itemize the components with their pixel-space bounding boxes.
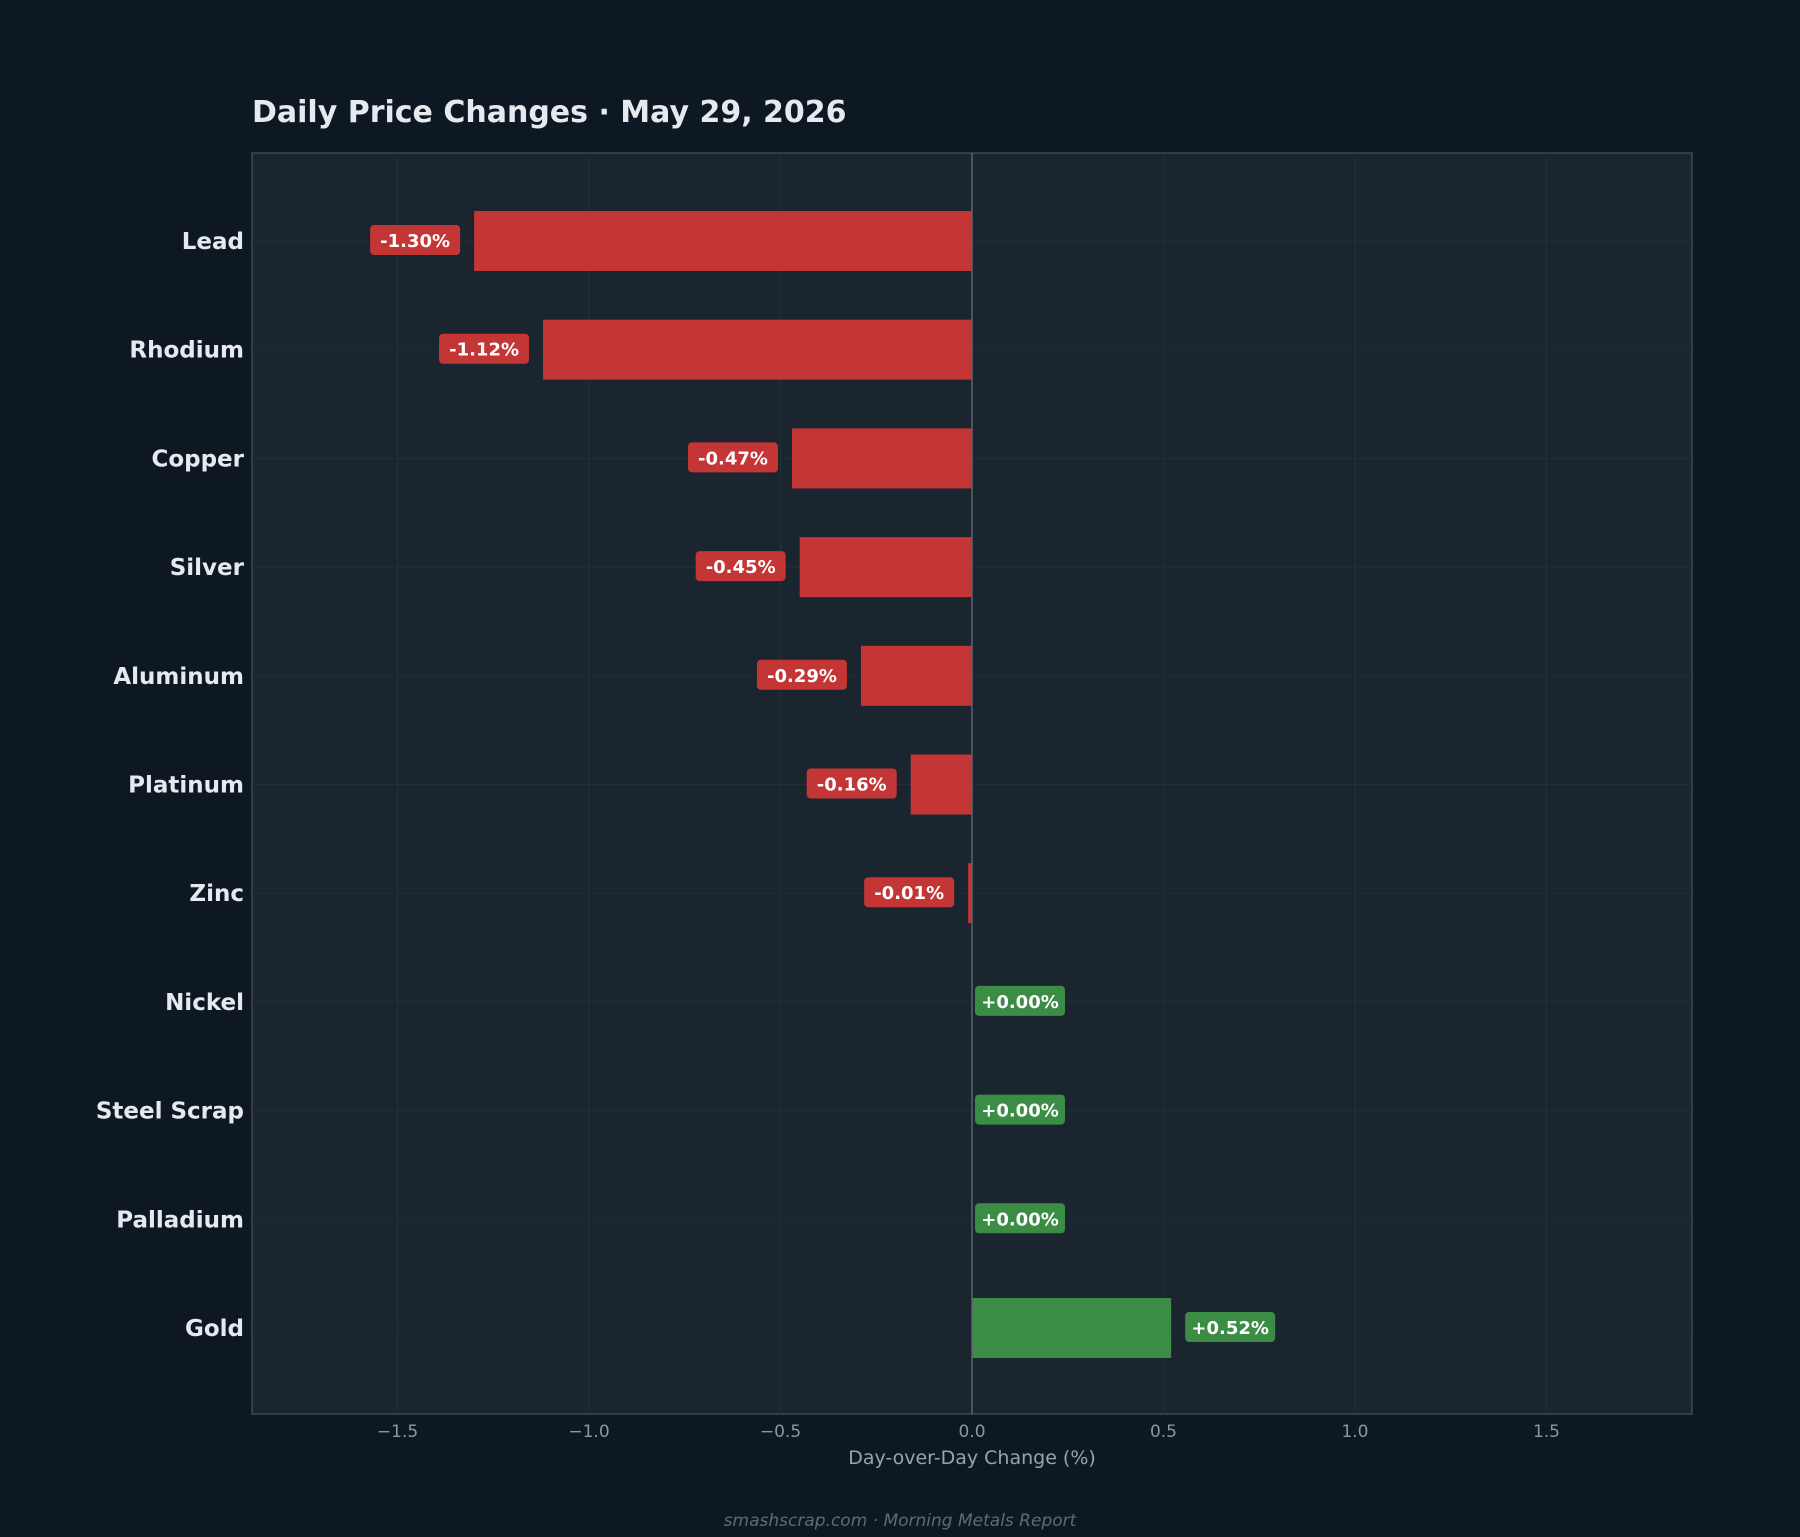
x-tick-label: 0.0: [958, 1422, 985, 1442]
footer-source: smashscrap.com · Morning Metals Report: [724, 1511, 1078, 1531]
x-tick-label: −0.5: [760, 1422, 801, 1442]
data-label-text: +0.00%: [981, 1209, 1059, 1230]
data-label-text: -1.30%: [380, 231, 450, 252]
category-labels: Lead Rhodium Copper Silver Aluminum Platinum Z…: [96, 229, 245, 1342]
category-label: Silver: [170, 555, 245, 581]
category-label: Zinc: [189, 881, 244, 907]
data-label: -0.45%: [695, 551, 786, 582]
x-tick-label: −1.5: [377, 1422, 418, 1442]
data-label: -1.12%: [439, 333, 530, 364]
data-label: +0.00%: [975, 985, 1065, 1016]
bar-silver: [799, 537, 972, 598]
data-label-text: -0.29%: [767, 666, 837, 687]
data-label-badge: [688, 442, 778, 473]
bar-gold: [972, 1298, 1172, 1358]
data-label-badge: [1185, 1312, 1276, 1342]
category-label: Steel Scrap: [96, 1099, 244, 1125]
x-tick-label: 1.5: [1533, 1422, 1560, 1442]
data-label-badge: [370, 225, 461, 255]
data-label-badge: [975, 1203, 1065, 1234]
bar-copper: [792, 428, 972, 489]
data-label: -0.29%: [756, 659, 847, 690]
category-label: Nickel: [165, 990, 244, 1016]
data-label-badge: [439, 333, 530, 364]
data-label-text: +0.00%: [981, 1101, 1059, 1122]
bar-platinum: [910, 754, 972, 815]
data-label-badge: [756, 659, 847, 690]
data-label-badge: [864, 877, 955, 908]
bars: [474, 211, 1172, 1358]
data-label: -0.47%: [688, 442, 778, 473]
data-label: +0.52%: [1185, 1312, 1276, 1342]
category-label: Copper: [151, 446, 244, 472]
data-label-text: -0.16%: [817, 775, 887, 796]
x-tick-label: 1.0: [1341, 1422, 1368, 1442]
data-label: -1.30%: [370, 225, 461, 255]
chart-title: Daily Price Changes · May 29, 2026: [252, 95, 847, 130]
data-labels: -1.30% -1.12% -0.47% -0.45% -0.29% -0.16% -0.0…: [370, 225, 1276, 1342]
x-tick-label: 0.5: [1150, 1422, 1177, 1442]
data-label: -0.01%: [864, 877, 955, 908]
data-label-badge: [975, 985, 1065, 1016]
category-label: Lead: [182, 229, 244, 255]
bar-lead: [474, 211, 972, 271]
data-label-text: +0.52%: [1191, 1318, 1269, 1339]
data-label: +0.00%: [975, 1203, 1065, 1234]
data-label-badge: [695, 551, 786, 582]
category-label: Platinum: [128, 773, 244, 799]
data-label: +0.00%: [975, 1094, 1065, 1125]
data-label-text: -0.47%: [698, 448, 768, 469]
x-axis-label: Day-over-Day Change (%): [848, 1447, 1096, 1469]
category-label: Rhodium: [129, 338, 244, 364]
data-label-text: +0.00%: [981, 992, 1059, 1013]
data-label-text: -1.12%: [449, 340, 519, 361]
bar-rhodium: [543, 319, 972, 380]
data-label-text: -0.01%: [874, 883, 944, 904]
data-label-badge: [975, 1094, 1065, 1125]
category-label: Palladium: [116, 1207, 244, 1233]
data-label: -0.16%: [806, 768, 897, 799]
x-tick-labels: −1.5 −1.0 −0.5 0.0 0.5 1.0 1.5: [377, 1422, 1560, 1442]
data-label-badge: [806, 768, 897, 799]
category-label: Gold: [185, 1316, 244, 1342]
bar-aluminum: [860, 645, 972, 706]
data-label-text: -0.45%: [706, 557, 776, 578]
bar-zinc: [968, 863, 972, 924]
x-tick-label: −1.0: [568, 1422, 609, 1442]
category-label: Aluminum: [113, 664, 244, 690]
